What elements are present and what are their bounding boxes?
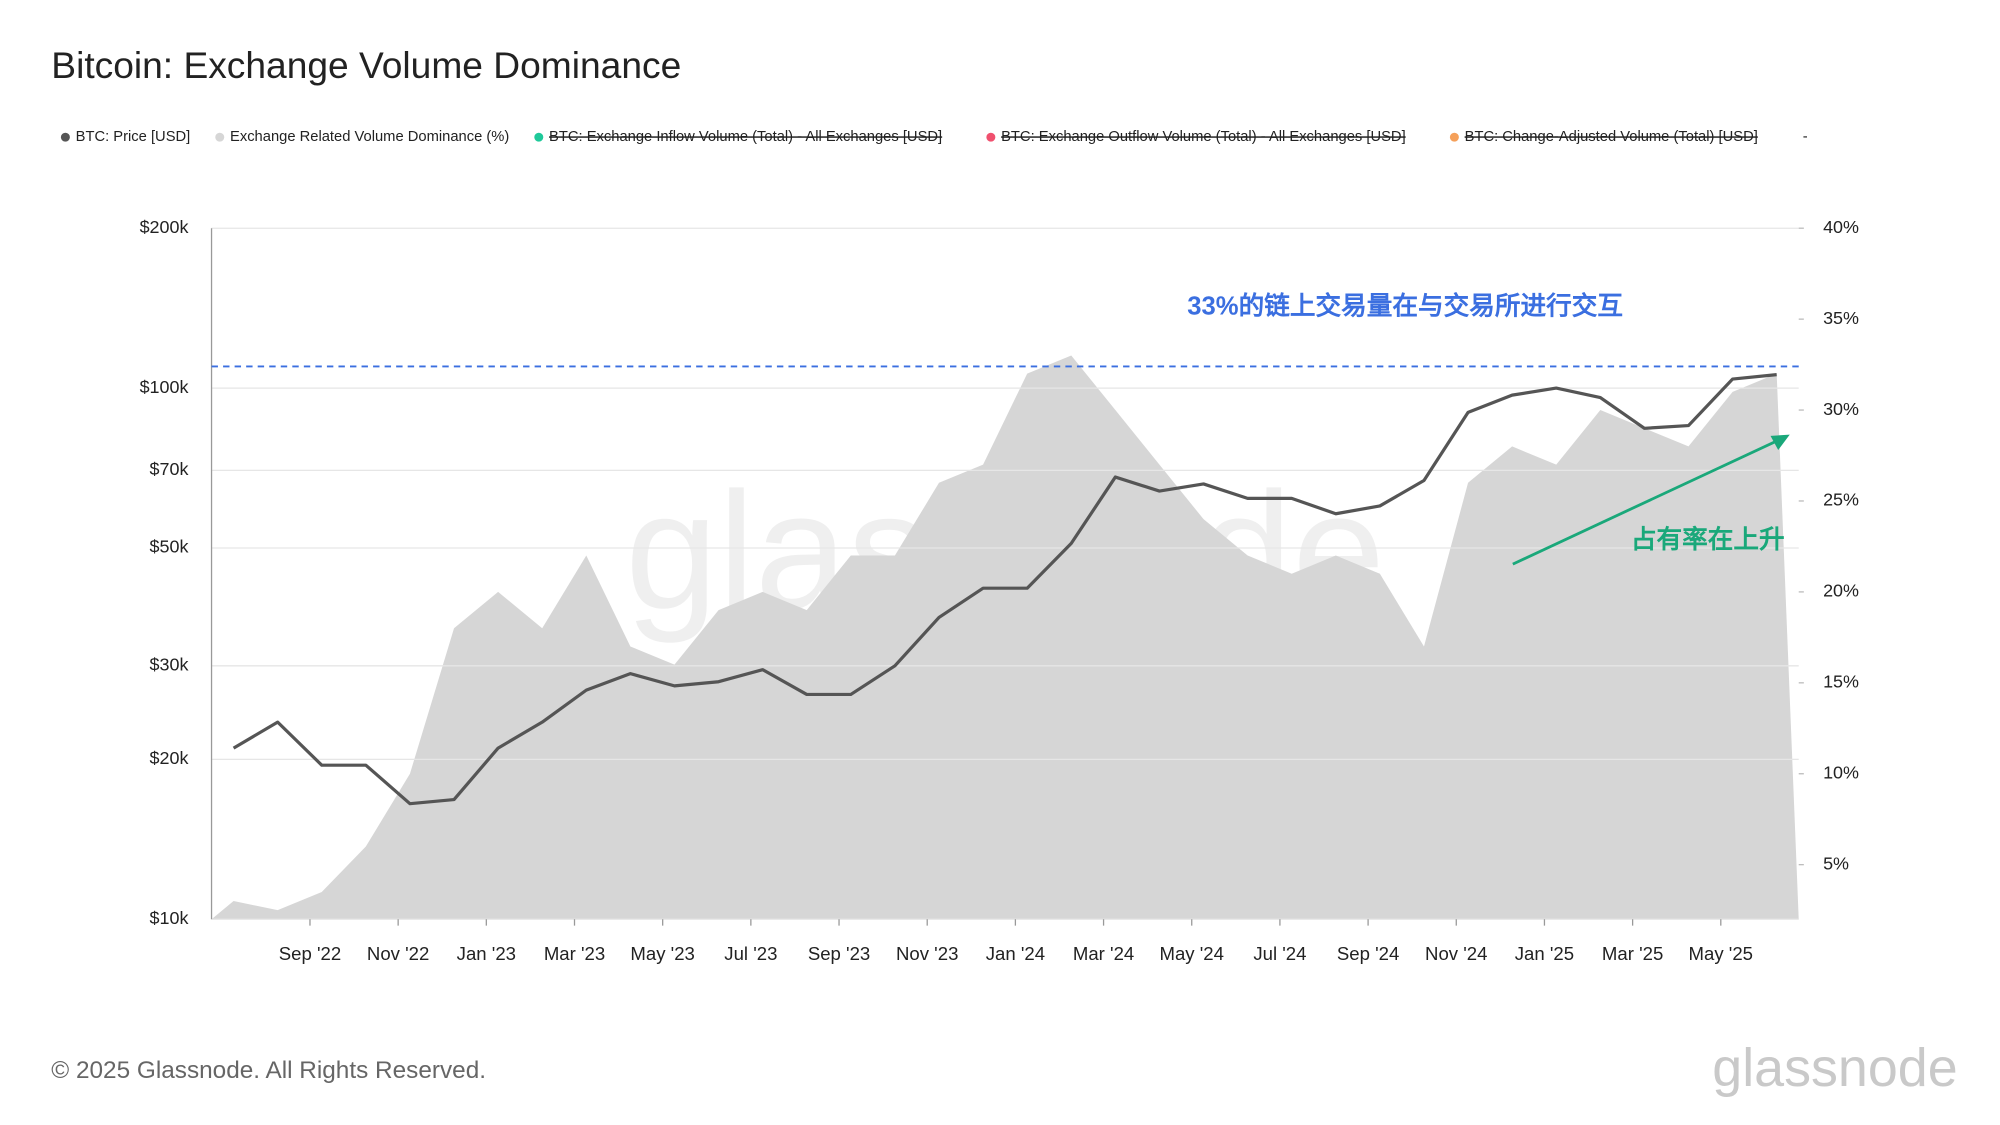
trend-label: 占有率在上升 xyxy=(1631,524,1785,554)
x-tick-label: Nov '24 xyxy=(1425,943,1487,964)
y2-tick-label: 30% xyxy=(1823,399,1859,419)
y2-tick-label: 20% xyxy=(1823,581,1859,601)
x-tick-label: Jan '25 xyxy=(1515,943,1574,964)
legend-marker xyxy=(986,132,996,142)
legend-marker xyxy=(534,132,544,142)
y2-tick-label: 40% xyxy=(1823,217,1859,237)
x-tick-label: Jul '23 xyxy=(724,943,777,964)
x-tick-label: Jul '24 xyxy=(1253,943,1306,964)
y2-tick-label: 5% xyxy=(1823,853,1849,873)
dominance-area xyxy=(211,355,1799,920)
chart-title: Bitcoin: Exchange Volume Dominance xyxy=(51,44,681,86)
y-tick-label: $10k xyxy=(150,908,189,928)
x-tick-label: Sep '24 xyxy=(1337,943,1399,964)
legend-marker xyxy=(215,132,225,142)
legend-label[interactable]: BTC: Exchange Inflow Volume (Total) - Al… xyxy=(549,129,942,145)
reference-label: 33%的链上交易量在与交易所进行交互 xyxy=(1187,290,1623,320)
price-line xyxy=(232,373,1777,806)
x-tick-label: May '25 xyxy=(1689,943,1753,964)
x-tick-label: Nov '23 xyxy=(896,943,958,964)
y-tick-label: $20k xyxy=(150,748,189,768)
x-tick-label: Mar '24 xyxy=(1073,943,1134,964)
trend-arrowhead xyxy=(1770,434,1790,450)
x-tick-label: Jan '24 xyxy=(986,943,1045,964)
legend-label[interactable]: BTC: Change-Adjusted Volume (Total) [USD… xyxy=(1465,129,1758,145)
x-tick-label: May '24 xyxy=(1159,943,1223,964)
y2-tick-label: 10% xyxy=(1823,762,1859,782)
y-tick-label: $200k xyxy=(140,217,189,237)
legend-label[interactable]: Exchange Related Volume Dominance (%) xyxy=(230,129,509,145)
x-tick-label: Sep '23 xyxy=(808,943,870,964)
legend-marker xyxy=(60,132,70,142)
x-tick-label: Nov '22 xyxy=(367,943,429,964)
legend-label[interactable]: BTC: Exchange Outflow Volume (Total) - A… xyxy=(1001,129,1406,145)
y-tick-label: $70k xyxy=(150,459,189,479)
y2-tick-label: 25% xyxy=(1823,490,1859,510)
logo: glassnode xyxy=(1712,1038,1957,1098)
y2-tick-label: 15% xyxy=(1823,672,1859,692)
trend-arrow xyxy=(1512,437,1783,566)
y-tick-label: $50k xyxy=(150,537,189,557)
y2-tick-label: 35% xyxy=(1823,308,1859,328)
x-tick-label: May '23 xyxy=(630,943,694,964)
footer: © 2025 Glassnode. All Rights Reserved. xyxy=(51,1057,486,1084)
x-tick-label: Mar '23 xyxy=(544,943,605,964)
legend-extra: - xyxy=(1803,129,1808,145)
y-tick-label: $30k xyxy=(150,655,189,675)
legend-marker xyxy=(1449,132,1459,142)
y-tick-label: $100k xyxy=(140,377,189,397)
x-tick-label: Mar '25 xyxy=(1602,943,1663,964)
legend-label[interactable]: BTC: Price [USD] xyxy=(76,129,191,145)
x-tick-label: Jan '23 xyxy=(457,943,516,964)
x-tick-label: Sep '22 xyxy=(279,943,341,964)
